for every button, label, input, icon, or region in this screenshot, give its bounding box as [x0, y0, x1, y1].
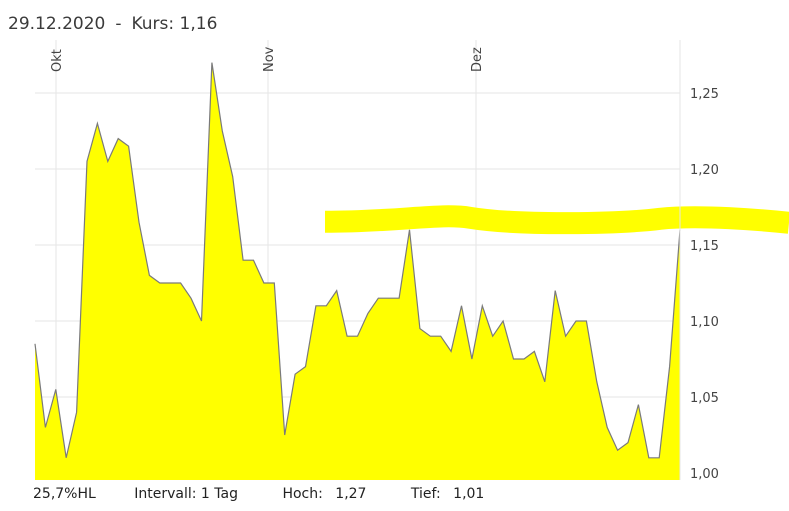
resistance-highlight — [324, 205, 789, 235]
high-label: Hoch: — [282, 486, 323, 502]
high-value: 1,27 — [335, 486, 367, 502]
interval-label: Intervall: 1 Tag — [134, 486, 238, 502]
month-label-okt: Okt — [50, 49, 65, 72]
price-area — [35, 62, 680, 480]
header-separator: - — [115, 14, 122, 34]
chart-footer: 25,7%HL Intervall: 1 Tag Hoch: 1,27 Tief… — [33, 486, 484, 502]
y-tick-label: 1,10 — [690, 315, 719, 330]
month-label-dez: Dez — [470, 47, 485, 72]
chart-header: 29.12.2020- Kurs: 1,16 — [8, 14, 217, 34]
y-tick-label: 1,20 — [690, 163, 719, 178]
y-tick-label: 1,25 — [690, 87, 719, 102]
y-tick-label: 1,00 — [690, 467, 719, 482]
hl-value: 25,7%HL — [33, 486, 96, 502]
low-label: Tief: — [410, 486, 441, 502]
month-label-nov: Nov — [262, 46, 277, 72]
date-label: 29.12.2020 — [8, 14, 106, 34]
price-label: Kurs: 1,16 — [131, 14, 218, 34]
y-tick-label: 1,15 — [690, 239, 719, 254]
low-value: 1,01 — [453, 486, 485, 502]
y-tick-label: 1,05 — [690, 391, 719, 406]
